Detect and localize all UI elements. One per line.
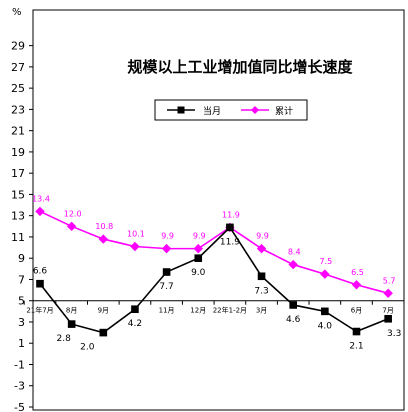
cumulative-point xyxy=(320,269,330,279)
cumulative-point xyxy=(35,206,45,217)
y-tick-label: 25 xyxy=(11,82,25,95)
y-tick-label: 17 xyxy=(11,167,25,180)
y-tick-label: 21 xyxy=(11,125,25,138)
cumulative-point xyxy=(351,280,362,290)
monthly-data-label: 9.0 xyxy=(191,268,206,278)
cumulative-data-label: 9.9 xyxy=(193,232,206,241)
monthly-data-label: 7.7 xyxy=(159,282,173,292)
cumulative-data-label: 11.9 xyxy=(222,210,240,219)
x-tick-label: 3月 xyxy=(256,307,267,315)
monthly-data-label: 4.2 xyxy=(128,319,142,329)
monthly-point xyxy=(131,305,139,314)
cumulative-data-label: 8.4 xyxy=(288,248,301,257)
monthly-point xyxy=(321,307,329,316)
monthly-point xyxy=(36,279,44,288)
legend-marker-cumulative xyxy=(251,106,259,114)
x-tick-label: 9月 xyxy=(98,307,109,315)
y-tick-label: 29 xyxy=(11,40,25,53)
cumulative-point xyxy=(383,288,393,298)
cumulative-point xyxy=(66,221,77,232)
monthly-point xyxy=(257,272,266,281)
monthly-data-label: 2.8 xyxy=(56,334,71,344)
cumulative-data-label: 7.5 xyxy=(319,257,332,266)
y-tick-label: 9 xyxy=(18,252,25,265)
monthly-data-label: 4.0 xyxy=(318,321,333,331)
y-tick-label: -1 xyxy=(14,358,25,371)
monthly-data-label: 3.3 xyxy=(387,329,401,339)
cumulative-point xyxy=(288,259,298,270)
series-line-monthly xyxy=(39,226,389,334)
monthly-data-label: 11.9 xyxy=(220,237,240,247)
cumulative-point xyxy=(130,241,140,252)
y-tick-label: 7 xyxy=(18,273,25,286)
y-tick-label: 1 xyxy=(18,337,25,350)
x-tick-label: 6月 xyxy=(351,307,362,315)
monthly-point xyxy=(226,223,234,232)
monthly-point xyxy=(67,320,76,328)
cumulative-point xyxy=(256,243,267,254)
cumulative-point xyxy=(161,243,172,254)
monthly-point xyxy=(162,268,171,276)
plot-frame xyxy=(32,9,405,411)
y-tick-label: 5 xyxy=(18,295,25,308)
monthly-data-label: 2.0 xyxy=(80,343,95,353)
y-tick-label: 3 xyxy=(18,316,25,329)
y-tick-label: 23 xyxy=(11,103,25,116)
y-tick-label: 15 xyxy=(11,188,25,201)
legend-label-monthly: 当月 xyxy=(203,105,221,117)
cumulative-data-label: 5.7 xyxy=(383,276,396,285)
series-line-cumulative xyxy=(39,210,389,295)
monthly-data-label: 6.6 xyxy=(33,267,48,277)
y-tick-label: 11 xyxy=(11,231,25,244)
monthly-data-label: 7.3 xyxy=(254,286,268,296)
y-tick-label: 27 xyxy=(11,61,25,74)
cumulative-point xyxy=(193,243,203,254)
cumulative-data-label: 10.8 xyxy=(95,222,113,231)
legend-box xyxy=(154,99,308,121)
cumulative-data-label: 10.1 xyxy=(127,230,145,239)
legend-marker-monthly xyxy=(177,106,185,114)
x-tick-label: 7月 xyxy=(382,307,393,315)
monthly-point xyxy=(194,254,203,262)
cumulative-data-label: 9.9 xyxy=(256,232,269,241)
monthly-point xyxy=(289,301,297,309)
x-tick-label: 21年7月 xyxy=(26,306,53,315)
series-layer: 13.4 12.0 10.8 10.1 9.9 9.9 11.9 9.9 8.4 7.5 6.5 5.… xyxy=(32,194,401,352)
y-tick-label: 13 xyxy=(11,210,25,223)
legend: 当月 累计 xyxy=(154,99,308,121)
cumulative-data-label: 6.5 xyxy=(351,268,364,277)
legend-label-cumulative: 累计 xyxy=(275,105,293,117)
cumulative-data-label: 12.0 xyxy=(64,209,82,218)
monthly-data-label: 2.1 xyxy=(349,342,363,352)
cumulative-data-label: 9.9 xyxy=(161,232,174,241)
cumulative-point xyxy=(98,234,109,244)
monthly-data-label: 4.6 xyxy=(286,315,301,325)
x-tick-label: 12月 xyxy=(190,307,206,315)
monthly-point xyxy=(99,328,108,337)
x-tick-label: 11月 xyxy=(159,307,175,315)
chart-title: 规模以上工业增加值同比增长速度 xyxy=(127,58,353,76)
y-tick-label: 19 xyxy=(11,146,25,159)
y-tick-label: -5 xyxy=(14,401,25,412)
cumulative-data-label: 13.4 xyxy=(32,194,50,203)
y-tick-label: -3 xyxy=(14,380,25,393)
monthly-point xyxy=(352,327,361,336)
x-tick-label: 22年1-2月 xyxy=(213,306,247,315)
monthly-point xyxy=(384,314,392,323)
y-axis-unit-label: % xyxy=(12,7,22,18)
x-tick-label: 8月 xyxy=(66,307,77,315)
